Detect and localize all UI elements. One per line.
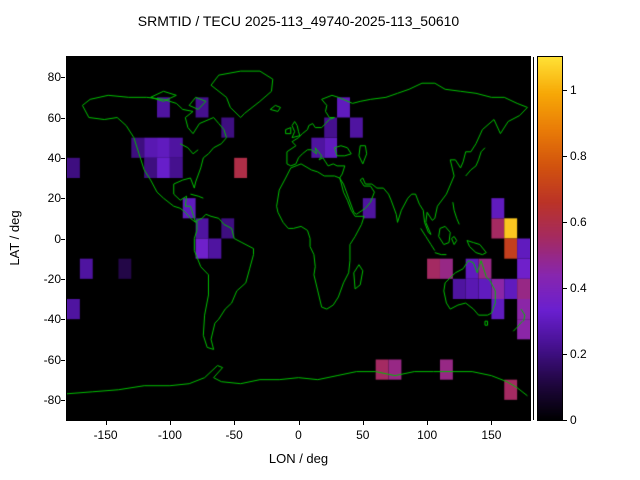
y-tick-mark — [61, 157, 65, 159]
x-axis-title: LON / deg — [268, 451, 329, 466]
colorbar-tick-mark — [563, 90, 567, 91]
y-tick-label: -40 — [43, 312, 61, 327]
y-tick-label: 40 — [47, 150, 61, 165]
colorbar-tick-label: 1 — [570, 83, 577, 97]
x-tick-label: 150 — [481, 428, 502, 442]
y-tick-label: 80 — [47, 70, 61, 85]
colorbar-tick-mark — [563, 420, 567, 421]
x-tick-label: -50 — [225, 428, 243, 442]
y-tick-label: -60 — [43, 352, 61, 367]
y-tick-mark — [61, 238, 65, 240]
plot-title: SRMTID / TECU 2025-113_49740-2025-113_50… — [137, 13, 460, 29]
x-tick-mark — [362, 421, 364, 425]
colorbar-separator-line — [533, 57, 534, 420]
x-tick-label: -100 — [157, 428, 182, 442]
x-tick-mark — [491, 421, 493, 425]
colorbar-tick-label: 0.8 — [570, 149, 587, 163]
y-tick-mark — [61, 77, 65, 79]
x-tick-label: 100 — [417, 428, 438, 442]
x-tick-label: 0 — [295, 428, 302, 442]
x-tick-mark — [298, 421, 300, 425]
y-tick-label: 20 — [47, 191, 61, 206]
x-tick-mark — [169, 421, 171, 425]
y-tick-mark — [61, 359, 65, 361]
colorbar — [537, 56, 563, 421]
x-tick-mark — [427, 421, 429, 425]
x-tick-mark — [234, 421, 236, 425]
colorbar-tick-mark — [563, 354, 567, 355]
y-tick-mark — [61, 399, 65, 401]
y-tick-mark — [61, 319, 65, 321]
y-tick-label: -80 — [43, 392, 61, 407]
x-tick-label: 50 — [356, 428, 370, 442]
y-tick-label: 0 — [54, 231, 61, 246]
colorbar-tick-mark — [563, 222, 567, 223]
colorbar-tick-label: 0 — [570, 413, 577, 427]
y-tick-label: -20 — [43, 271, 61, 286]
y-tick-mark — [61, 278, 65, 280]
colorbar-tick-label: 0.6 — [570, 215, 587, 229]
y-tick-mark — [61, 198, 65, 200]
x-tick-label: -150 — [93, 428, 118, 442]
colorbar-tick-label: 0.4 — [570, 281, 587, 295]
colorbar-tick-label: 0.2 — [570, 347, 587, 361]
y-tick-mark — [61, 117, 65, 119]
map-plot-area — [66, 56, 531, 421]
colorbar-tick-mark — [563, 156, 567, 157]
y-tick-label: 60 — [47, 110, 61, 125]
colorbar-tick-mark — [563, 288, 567, 289]
x-tick-mark — [105, 421, 107, 425]
